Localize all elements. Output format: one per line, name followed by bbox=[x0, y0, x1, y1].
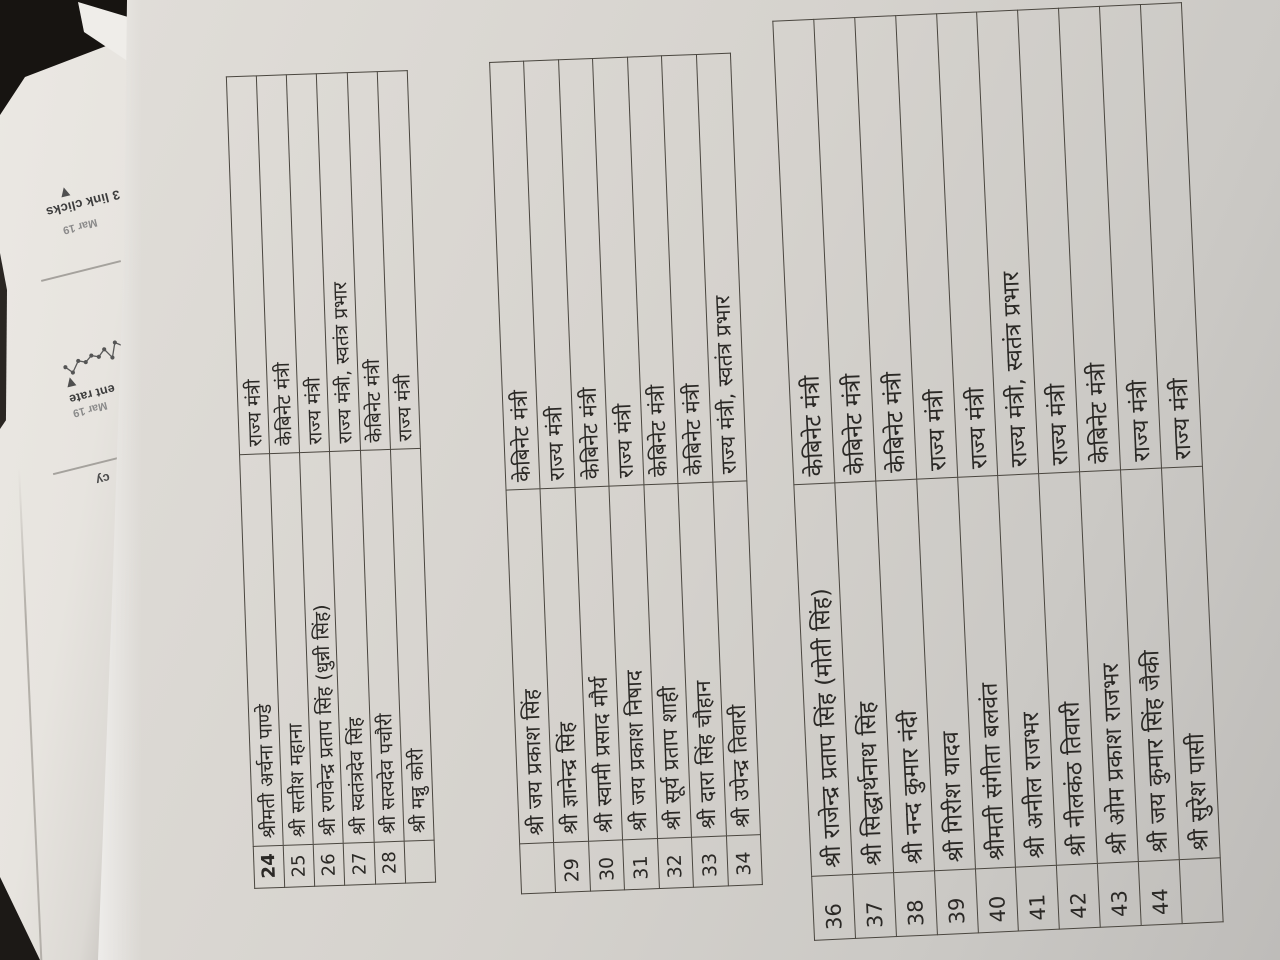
serial-cell: 29 bbox=[554, 841, 591, 893]
serial-cell: 43 bbox=[1097, 861, 1142, 928]
serial-cell: 26 bbox=[313, 843, 346, 887]
serial-cell bbox=[519, 842, 556, 894]
serial-cell: 27 bbox=[343, 842, 376, 886]
serial-cell bbox=[403, 840, 436, 884]
metric-date: Mar 19 bbox=[61, 215, 99, 237]
delta-triangle-icon: ▲ bbox=[58, 183, 71, 199]
serial-cell bbox=[1179, 857, 1224, 924]
partial-text: cy bbox=[94, 470, 112, 488]
serial-cell: 28 bbox=[373, 841, 406, 885]
serial-cell: 40 bbox=[975, 867, 1019, 933]
sparkline-chart-icon bbox=[63, 340, 127, 375]
serial-cell: 41 bbox=[1015, 865, 1060, 932]
metric-link-clicks: 3 link clicks bbox=[44, 187, 122, 220]
serial-cell: 25 bbox=[283, 844, 315, 888]
ministers-table-2: श्री जय प्रकाश सिंह केबिनेट मंत्री 29 श्… bbox=[489, 53, 763, 895]
serial-cell: 32 bbox=[657, 837, 694, 889]
serial-cell: 44 bbox=[1138, 859, 1183, 926]
serial-cell: 36 bbox=[811, 874, 856, 941]
serial-cell: 31 bbox=[622, 838, 660, 890]
serial-cell: 37 bbox=[852, 872, 897, 939]
serial-cell: 39 bbox=[934, 868, 978, 935]
divider-line bbox=[40, 260, 122, 282]
serial-cell: 42 bbox=[1056, 863, 1101, 930]
ministers-table-3: 36 श्री राजेन्द्र प्रताप सिंह (मोती सिंह… bbox=[772, 2, 1224, 941]
serial-cell: 30 bbox=[588, 839, 625, 892]
dark-surface-edge bbox=[0, 253, 7, 429]
serial-cell: 38 bbox=[893, 870, 938, 937]
ministers-table-1: 24 श्रीमती अर्चना पाण्डे राज्य मंत्री 25… bbox=[226, 70, 436, 889]
serial-cell: 24 bbox=[253, 845, 285, 889]
serial-cell: 33 bbox=[691, 835, 728, 888]
serial-cell: 34 bbox=[725, 834, 763, 886]
